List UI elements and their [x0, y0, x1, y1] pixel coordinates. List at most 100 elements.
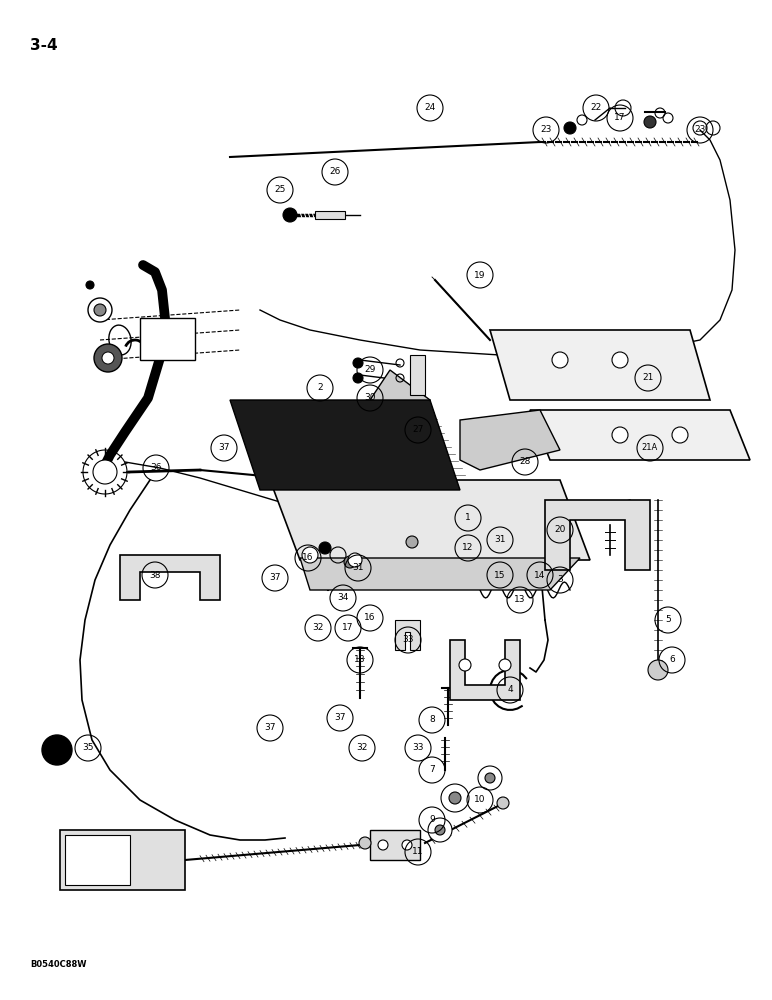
Circle shape — [94, 344, 122, 372]
Circle shape — [406, 536, 418, 548]
Circle shape — [485, 773, 495, 783]
Circle shape — [497, 797, 509, 809]
Text: 35: 35 — [83, 744, 93, 752]
Text: 34: 34 — [337, 593, 349, 602]
Text: 37: 37 — [264, 724, 276, 732]
Circle shape — [552, 352, 568, 368]
Text: 5: 5 — [665, 615, 671, 624]
Text: 21A: 21A — [642, 444, 658, 452]
Polygon shape — [315, 211, 345, 219]
Circle shape — [344, 556, 356, 568]
Text: 28: 28 — [520, 458, 530, 466]
Text: 37: 37 — [218, 444, 230, 452]
Text: 11: 11 — [412, 848, 424, 856]
Polygon shape — [410, 355, 425, 395]
Text: 10: 10 — [474, 796, 486, 804]
Text: 33: 33 — [402, 636, 414, 645]
Polygon shape — [65, 835, 130, 885]
Circle shape — [378, 840, 388, 850]
Circle shape — [353, 358, 363, 368]
Polygon shape — [300, 558, 580, 590]
Text: 16: 16 — [364, 613, 376, 622]
Polygon shape — [120, 555, 220, 600]
Circle shape — [435, 825, 445, 835]
Text: 26: 26 — [330, 167, 340, 176]
Circle shape — [499, 659, 511, 671]
Polygon shape — [545, 500, 650, 570]
Circle shape — [353, 373, 363, 383]
Circle shape — [42, 735, 72, 765]
Text: 31: 31 — [494, 536, 506, 544]
Text: 19: 19 — [474, 270, 486, 279]
Text: 9: 9 — [429, 816, 435, 824]
Polygon shape — [370, 830, 420, 860]
Circle shape — [102, 352, 114, 364]
Text: 2: 2 — [317, 383, 323, 392]
Circle shape — [94, 304, 106, 316]
Text: 27: 27 — [412, 426, 424, 434]
Text: 24: 24 — [425, 104, 435, 112]
Text: 37: 37 — [334, 714, 346, 722]
Circle shape — [441, 784, 469, 812]
Text: 23: 23 — [540, 125, 552, 134]
Text: 4: 4 — [507, 686, 513, 694]
Text: 37: 37 — [269, 574, 281, 582]
Text: 20: 20 — [554, 526, 566, 534]
Circle shape — [93, 460, 117, 484]
Text: 3: 3 — [557, 576, 563, 584]
Circle shape — [88, 298, 112, 322]
Ellipse shape — [109, 325, 131, 355]
Text: 32: 32 — [313, 624, 323, 633]
Text: 8: 8 — [429, 716, 435, 724]
Circle shape — [302, 547, 318, 563]
Text: 25: 25 — [274, 186, 286, 194]
Circle shape — [672, 427, 688, 443]
Text: 21: 21 — [642, 373, 654, 382]
Text: 17: 17 — [342, 624, 354, 633]
Circle shape — [428, 818, 452, 842]
Circle shape — [644, 116, 656, 128]
Circle shape — [283, 208, 297, 222]
Bar — [140, 318, 195, 360]
Circle shape — [564, 122, 576, 134]
Polygon shape — [530, 410, 750, 460]
Text: 31: 31 — [352, 564, 364, 572]
Text: 22: 22 — [591, 104, 601, 112]
Text: 1: 1 — [465, 514, 471, 522]
Text: 33: 33 — [412, 744, 424, 752]
Text: 32: 32 — [357, 744, 367, 752]
Circle shape — [319, 542, 331, 554]
Text: 30: 30 — [364, 393, 376, 402]
Text: 17: 17 — [615, 113, 626, 122]
Polygon shape — [60, 830, 185, 890]
Polygon shape — [395, 620, 420, 650]
Circle shape — [648, 660, 668, 680]
Polygon shape — [370, 370, 430, 430]
Text: 36: 36 — [151, 464, 162, 473]
Text: B0540C88W: B0540C88W — [30, 960, 86, 969]
Circle shape — [478, 766, 502, 790]
Polygon shape — [490, 330, 710, 400]
Polygon shape — [450, 640, 520, 700]
Circle shape — [402, 840, 412, 850]
Text: 6: 6 — [669, 656, 675, 664]
Text: 23: 23 — [694, 125, 706, 134]
Circle shape — [459, 659, 471, 671]
Circle shape — [359, 837, 371, 849]
Text: 7: 7 — [429, 766, 435, 774]
Circle shape — [348, 553, 362, 567]
Text: 15: 15 — [494, 570, 506, 580]
Text: 3-4: 3-4 — [30, 38, 58, 53]
Circle shape — [612, 427, 628, 443]
Circle shape — [612, 352, 628, 368]
Text: 16: 16 — [303, 554, 313, 562]
Text: 14: 14 — [534, 570, 546, 580]
Text: 13: 13 — [514, 595, 526, 604]
Circle shape — [449, 792, 461, 804]
Circle shape — [86, 281, 94, 289]
Text: 38: 38 — [149, 570, 161, 580]
Text: 29: 29 — [364, 365, 376, 374]
Polygon shape — [270, 480, 590, 560]
Polygon shape — [460, 410, 560, 470]
Polygon shape — [230, 400, 460, 490]
